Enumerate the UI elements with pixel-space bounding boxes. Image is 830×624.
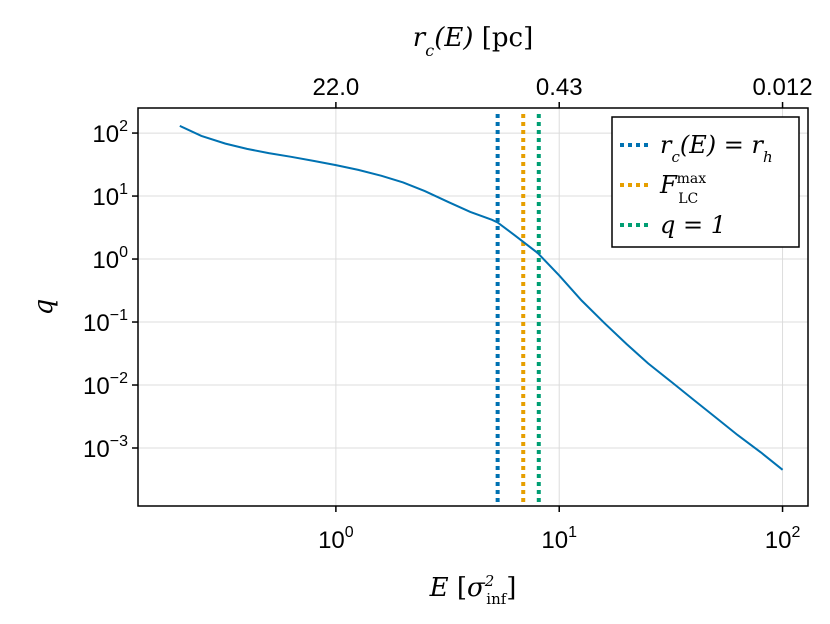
y-tick-label: 10−3	[83, 433, 128, 463]
y-tick-label: 10−2	[83, 370, 128, 400]
reference-lines	[495, 114, 541, 506]
y-tick-label: 10−1	[83, 307, 128, 337]
legend-entry: q = 1	[660, 211, 726, 239]
y-axis-label: q	[29, 299, 59, 316]
x-tick-label: 100	[318, 524, 354, 554]
data-series	[179, 124, 784, 471]
series-line	[179, 124, 784, 471]
axis-labels: E [σ2 inf] q rc(E) [pc]	[29, 23, 533, 608]
x-tick-label: 101	[541, 524, 577, 554]
x-axis-label: E [σ2 inf]	[429, 572, 517, 608]
top-tick-label: 0.012	[753, 74, 813, 101]
plot-frame	[137, 107, 809, 507]
x-axis-ticks: 100 101 102	[318, 506, 800, 554]
top-axis-label: rc(E) [pc]	[413, 23, 533, 60]
top-axis-ticks: 22.0 0.43 0.012	[313, 74, 813, 108]
legend-box	[611, 116, 800, 248]
y-axis-ticks: 102 101 100 10−1 10−2 10−3	[83, 118, 138, 463]
y-tick-label: 100	[92, 244, 128, 274]
top-tick-label: 22.0	[313, 74, 360, 101]
y-tick-label: 102	[92, 118, 128, 148]
x-tick-label: 102	[765, 524, 801, 554]
y-tick-label: 101	[92, 181, 128, 211]
top-tick-label: 0.43	[536, 74, 583, 101]
